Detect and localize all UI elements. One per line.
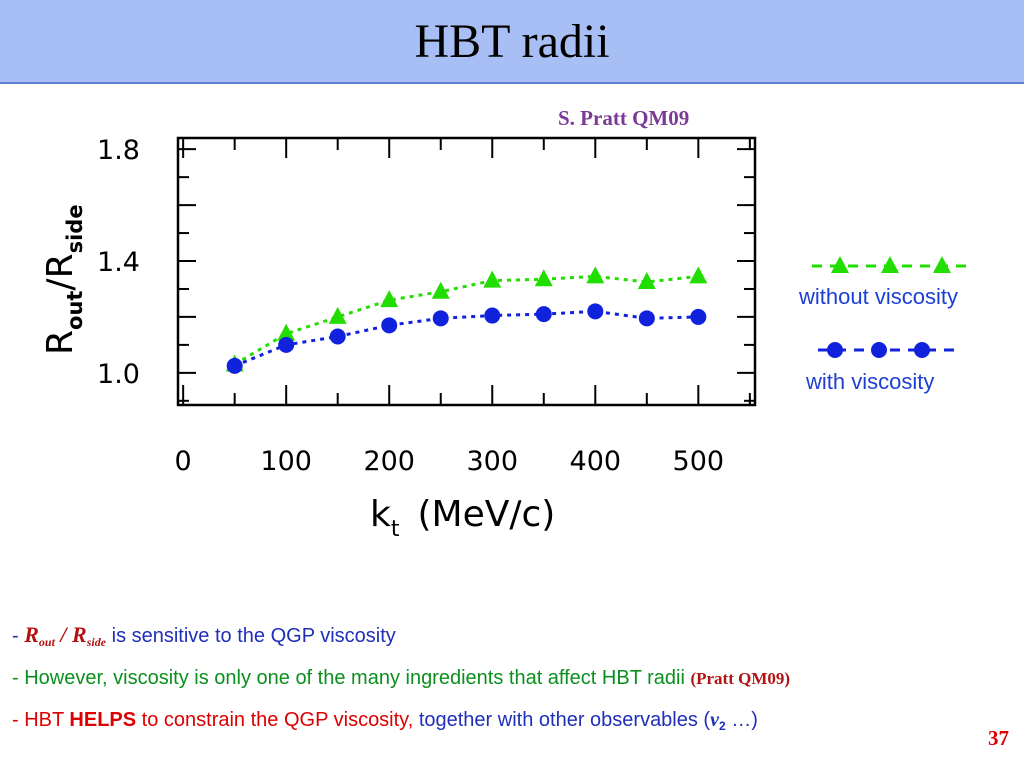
x-tick-label: 300 xyxy=(466,446,518,477)
data-point-with-viscosity xyxy=(690,308,707,325)
bullet-1-side: side xyxy=(86,635,107,649)
bullet-3-end: …) xyxy=(725,709,758,731)
bullet-1-out: out xyxy=(38,635,55,649)
y-tick-label: 1.4 xyxy=(97,247,140,278)
bullet-1-dash: - xyxy=(12,625,25,647)
bullet-3-blue: together with other observables ( xyxy=(413,709,711,731)
data-point-without-viscosity xyxy=(483,270,502,288)
bullet-3: - HBT HELPS to constrain the QGP viscosi… xyxy=(12,709,758,733)
bullet-1-slash-r: / R xyxy=(54,622,87,647)
data-point-without-viscosity xyxy=(277,323,296,341)
data-point-with-viscosity xyxy=(226,357,243,374)
data-point-with-viscosity xyxy=(587,303,604,320)
x-tick-label: 400 xyxy=(570,446,622,477)
plot-frame xyxy=(176,136,757,407)
bullet-2: - However, viscosity is only one of the … xyxy=(12,667,790,690)
data-point-without-viscosity xyxy=(586,266,605,284)
bullet-1-text: is sensitive to the QGP viscosity xyxy=(106,625,396,647)
bullet-3-mid: to constrain the QGP viscosity, xyxy=(136,709,414,731)
title-bar: HBT radii xyxy=(0,0,1024,84)
legend-marker-with-viscosity xyxy=(871,342,887,358)
legend-label-without-viscosity: without viscosity xyxy=(799,284,958,309)
data-point-without-viscosity xyxy=(380,290,399,308)
citation: S. Pratt QM09 xyxy=(558,106,690,130)
legend-label-with-viscosity: with viscosity xyxy=(806,369,935,394)
data-point-with-viscosity xyxy=(329,328,346,345)
data-point-with-viscosity xyxy=(381,317,398,334)
y-axis-label: Rout/Rside xyxy=(40,204,87,355)
data-point-with-viscosity xyxy=(278,336,295,353)
data-point-without-viscosity xyxy=(637,271,656,289)
bullet-3-v: v xyxy=(710,709,719,731)
x-tick-label: 200 xyxy=(363,446,415,477)
data-point-with-viscosity xyxy=(535,306,552,323)
slide-title: HBT radii xyxy=(414,14,610,68)
bullet-1: - Rout / Rside is sensitive to the QGP v… xyxy=(12,622,396,650)
legend-marker-without-viscosity xyxy=(881,256,899,273)
legend-marker-with-viscosity xyxy=(914,342,930,358)
data-point-without-viscosity xyxy=(431,281,450,299)
legend-marker-with-viscosity xyxy=(827,342,843,358)
legend-marker-without-viscosity xyxy=(933,256,951,273)
bullet-3-helps: HELPS xyxy=(69,709,137,731)
bullet-3-v-sub: 2 xyxy=(718,719,726,733)
x-tick-label: 0 xyxy=(175,446,192,477)
bullet-2-text: - However, viscosity is only one of the … xyxy=(12,667,691,689)
series-line-with-viscosity xyxy=(234,309,699,368)
x-tick-label: 100 xyxy=(260,446,312,477)
data-point-without-viscosity xyxy=(689,266,708,284)
page-number: 37 xyxy=(988,726,1009,750)
data-point-with-viscosity xyxy=(432,310,449,327)
data-point-without-viscosity xyxy=(534,269,553,287)
bullet-3-pre: - HBT xyxy=(12,709,70,731)
data-point-with-viscosity xyxy=(638,310,655,327)
data-point-with-viscosity xyxy=(484,307,501,324)
legend-marker-without-viscosity xyxy=(831,256,849,273)
y-tick-label: 1.0 xyxy=(97,359,140,390)
x-axis-label: kt (MeV/c) xyxy=(370,494,555,542)
y-tick-label: 1.8 xyxy=(97,135,140,166)
series-line-without-viscosity xyxy=(233,274,699,366)
bullet-2-citation: (Pratt QM09) xyxy=(690,669,791,688)
data-point-without-viscosity xyxy=(328,306,347,324)
bullet-1-r: R xyxy=(24,622,39,647)
x-tick-label: 500 xyxy=(673,446,725,477)
